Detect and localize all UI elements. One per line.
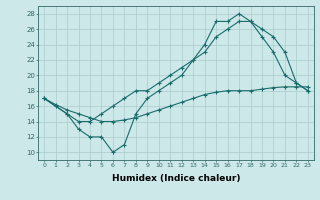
X-axis label: Humidex (Indice chaleur): Humidex (Indice chaleur) bbox=[112, 174, 240, 183]
